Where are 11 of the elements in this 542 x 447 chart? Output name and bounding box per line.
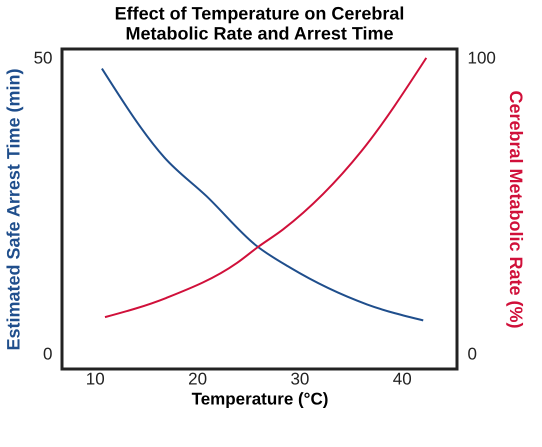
x-tick-label: 20 — [188, 370, 208, 388]
chart-title: Effect of Temperature on Cerebral Metabolic Rate and Arrest Time — [114, 4, 404, 44]
y2-tick-label: 100 — [468, 48, 496, 68]
y-axis-title: Estimated Safe Arrest Time (min) — [4, 68, 24, 351]
x-tick-label: 10 — [86, 370, 105, 388]
x-tick-label: 30 — [290, 370, 310, 388]
x-axis-title: Temperature (°C) — [192, 390, 328, 408]
x-tick-label: 40 — [392, 370, 412, 388]
y2-axis-title: Cerebral Metabolic Rate (%) — [506, 90, 526, 329]
y-tick-label: 50 — [34, 48, 52, 68]
y2-tick-label: 0 — [468, 344, 477, 364]
